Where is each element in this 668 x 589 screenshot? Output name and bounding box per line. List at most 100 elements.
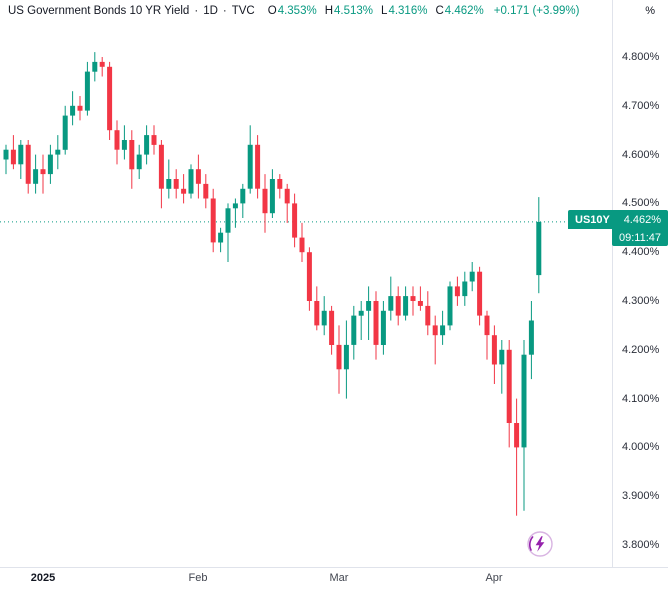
candle-body [447,286,453,326]
last-price-value: 4.462% [623,213,661,226]
candle-body [10,149,16,165]
price-tick-label: 4.300% [622,295,660,307]
candle-body [499,349,505,365]
candle-body [477,271,483,316]
candle-body [144,135,150,155]
price-tick-label: 4.400% [622,246,660,258]
price-tick-label: 3.800% [622,539,660,551]
candle-body [521,354,527,448]
candle-body [329,310,335,345]
candle-body [321,310,327,326]
price-axis-unit: % [645,5,655,17]
candle-body [410,296,416,301]
candle-body [388,296,394,311]
candle-body [491,335,497,365]
candle-body [188,169,194,194]
legend-separator: · [222,5,227,17]
candle-body [129,140,135,170]
spark-button[interactable] [526,530,554,558]
candle-body [395,296,401,316]
candle-body [306,252,312,301]
interval-label[interactable]: 1D [203,5,218,17]
candle-body [25,144,31,184]
high-value: H 4.513% [324,5,374,17]
time-tick-label: Feb [188,572,208,584]
price-tick-label: 4.800% [622,51,660,63]
candle-body [469,271,475,282]
candle-body [425,305,431,326]
time-axis[interactable]: 2025 Feb Mar Apr [0,568,668,589]
candle-body [210,198,216,243]
candle-body [403,296,409,316]
candle-body [18,144,24,165]
candle-body [84,71,90,111]
time-tick-label: 2025 [30,572,56,584]
candle-body [166,179,172,189]
candlestick-plot [0,52,612,516]
price-tick-label: 4.000% [622,441,660,453]
candle-body [255,144,261,189]
candle-body [173,179,179,189]
candle-body [247,144,253,189]
ohlc-values: O 4.353% H 4.513% L 4.316% C 4.462% +0.171 (… [268,5,580,17]
candle-body [114,130,120,150]
candle-body [366,301,372,311]
candle-body [151,135,157,145]
candle-body [314,301,320,326]
candle-body [158,144,164,189]
candle-body [277,179,283,189]
symbol-title[interactable]: US Government Bonds 10 YR Yield [8,5,190,17]
candle-body [484,315,490,336]
candle-body [262,188,268,214]
candle-body [514,423,520,448]
symbol-tag: US10Y [575,213,610,226]
lightning-icon [527,531,553,557]
candle-body [40,169,46,175]
candle-body [225,208,231,233]
candle-body [181,188,187,194]
candle-body [92,61,98,72]
candle-body [47,154,53,175]
legend-separator: · [194,5,199,17]
price-tick-label: 4.500% [622,197,660,209]
candle-body [417,301,423,306]
chart-pane[interactable]: US Government Bonds 10 YR Yield · 1D · T… [0,0,612,567]
candle-body [528,320,534,355]
candle-body [536,221,542,276]
candle-body [203,183,209,199]
candle-body [269,179,275,214]
candle-body [292,203,298,238]
price-tick-label: 4.700% [622,100,660,112]
candle-body [284,188,290,204]
candle-body [343,344,349,370]
candle-body [462,281,468,297]
candle-body [336,344,342,370]
candle-body [99,61,105,67]
candle-body [440,325,446,336]
candle-body [240,188,246,204]
candle-body [299,237,305,253]
candle-body [62,115,68,150]
candle-body [232,203,238,209]
open-value: O 4.353% [267,5,317,17]
candle-body [70,105,76,116]
candle-body [373,301,379,345]
candle-body [195,169,201,184]
price-tick-label: 4.100% [622,393,660,405]
bar-countdown: 09:11:47 [618,231,661,244]
candle-body [218,232,224,243]
time-tick-label: Apr [485,572,503,584]
time-axis-separator [0,567,668,568]
chart-legend: US Government Bonds 10 YR Yield · 1D · T… [8,5,579,17]
candle-body [380,310,386,345]
countdown-row: 09:11:47 [612,229,668,246]
candle-body [121,140,127,150]
price-tick-label: 4.600% [622,149,660,161]
candle-body [432,325,438,336]
candle-body [136,154,142,170]
change-value: +0.171 (+3.99%) [493,5,580,17]
price-axis[interactable]: % 4.800% 4.700% 4.600% 4.500% 4.400% 4.300% 4.… [613,0,668,567]
candle-body [454,286,460,297]
candle-body [55,149,61,155]
